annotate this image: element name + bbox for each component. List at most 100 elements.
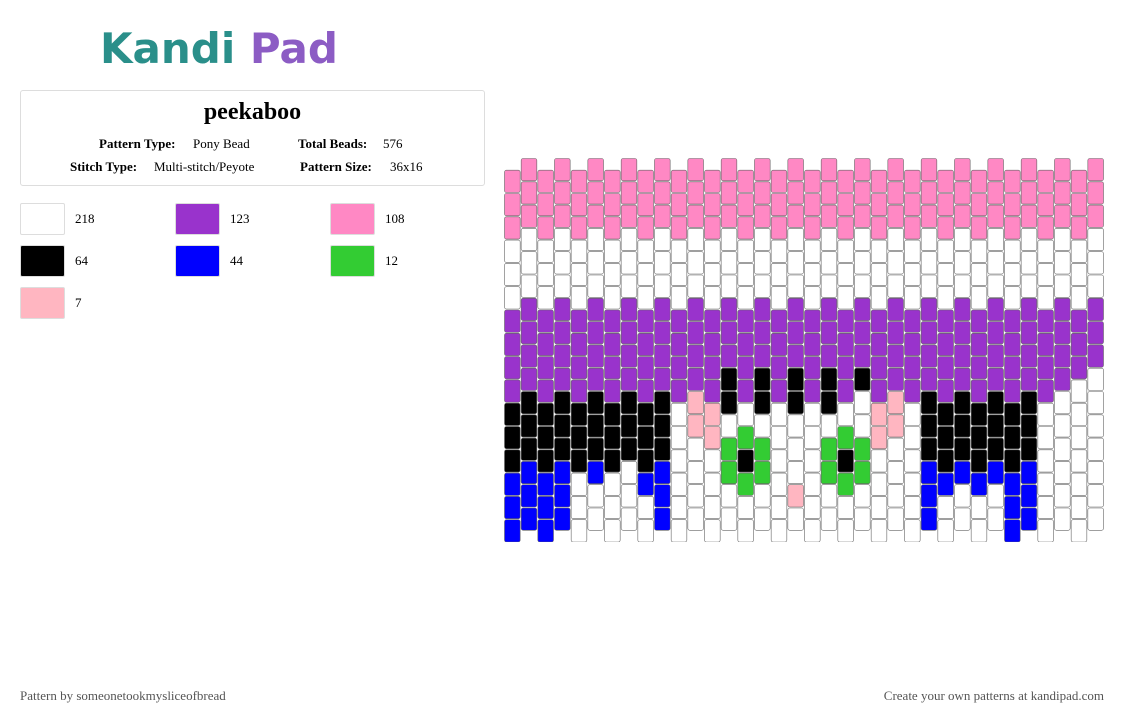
bead	[870, 309, 888, 333]
bead	[887, 461, 904, 484]
bead	[587, 367, 604, 391]
bead	[887, 367, 904, 391]
bead	[637, 263, 654, 286]
bead	[570, 379, 588, 403]
bead	[1054, 484, 1071, 508]
bead	[887, 251, 904, 275]
bead	[870, 519, 888, 542]
bead	[704, 239, 721, 263]
bead	[770, 426, 788, 450]
bead	[887, 507, 904, 531]
bead	[554, 204, 571, 228]
bead	[520, 274, 538, 298]
bead	[787, 181, 804, 205]
bead	[787, 321, 804, 345]
bead	[1087, 228, 1104, 251]
bead	[754, 414, 771, 438]
bead	[554, 437, 571, 461]
bead	[570, 402, 588, 426]
bead	[854, 158, 871, 182]
bead	[620, 414, 638, 438]
bead	[970, 496, 988, 519]
bead	[637, 472, 654, 496]
bead	[920, 158, 938, 182]
bead	[1037, 332, 1054, 356]
bead	[537, 239, 554, 263]
bead	[1004, 239, 1021, 263]
bead	[520, 228, 538, 251]
bead	[937, 426, 954, 450]
bead	[854, 297, 871, 321]
bead	[620, 461, 638, 484]
bead	[670, 216, 688, 240]
bead	[1004, 193, 1021, 217]
bead	[820, 228, 838, 251]
bead	[604, 193, 621, 217]
bead	[987, 484, 1004, 508]
bead	[704, 169, 721, 193]
bead	[504, 193, 521, 217]
bead	[804, 402, 821, 426]
bead	[720, 204, 738, 228]
bead	[920, 321, 938, 345]
bead	[637, 356, 654, 380]
bead	[754, 321, 771, 345]
bead	[504, 402, 521, 426]
bead	[820, 204, 838, 228]
bead	[1037, 519, 1054, 542]
bead	[1087, 274, 1104, 298]
bead	[687, 507, 704, 531]
bead	[1054, 251, 1071, 275]
bead	[1054, 204, 1071, 228]
bead	[704, 332, 721, 356]
bead	[1020, 297, 1038, 321]
bead	[537, 449, 554, 473]
bead	[504, 263, 521, 286]
bead	[704, 356, 721, 380]
bead	[670, 169, 688, 193]
bead	[1004, 426, 1021, 450]
bead	[504, 496, 521, 519]
bead	[970, 286, 988, 310]
bead	[1070, 472, 1088, 496]
bead	[587, 484, 604, 508]
bead	[770, 263, 788, 286]
bead	[904, 216, 921, 240]
swatch	[330, 203, 375, 235]
bead	[620, 507, 638, 531]
bead	[654, 344, 671, 368]
bead	[970, 239, 988, 263]
bead	[937, 216, 954, 240]
bead	[687, 367, 704, 391]
bead	[570, 356, 588, 380]
bead	[504, 379, 521, 403]
bead	[920, 344, 938, 368]
bead	[720, 297, 738, 321]
bead	[820, 158, 838, 182]
bead	[570, 496, 588, 519]
bead	[1037, 356, 1054, 380]
bead	[954, 414, 971, 438]
bead	[1004, 309, 1021, 333]
bead	[870, 263, 888, 286]
bead	[620, 228, 638, 251]
bead	[804, 472, 821, 496]
bead	[520, 484, 538, 508]
bead	[854, 204, 871, 228]
bead	[537, 263, 554, 286]
bead	[654, 204, 671, 228]
bead	[937, 332, 954, 356]
site-link[interactable]: Create your own patterns at kandipad.com	[883, 688, 1104, 703]
bead	[770, 449, 788, 473]
swatch	[20, 203, 65, 235]
bead	[854, 274, 871, 298]
logo[interactable]: Kandi Pad	[100, 24, 338, 73]
bead	[504, 519, 521, 542]
count: 7	[75, 295, 82, 310]
bead	[837, 193, 854, 217]
bead	[604, 286, 621, 310]
bead	[987, 274, 1004, 298]
bead	[804, 426, 821, 450]
bead	[854, 321, 871, 345]
